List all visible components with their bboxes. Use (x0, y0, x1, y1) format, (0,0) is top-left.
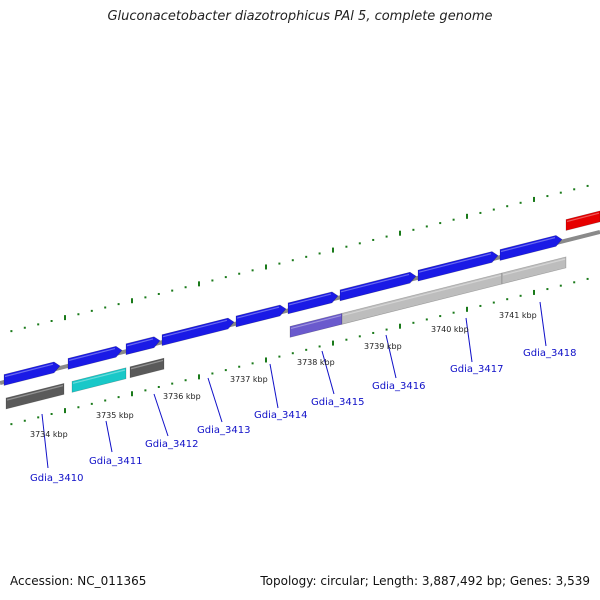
gene-label-gdia-3411[interactable]: Gdia_3411 (89, 456, 142, 467)
upper-dotted-track (10, 184, 589, 333)
gene-arrow (125, 336, 161, 356)
gene-highlight (162, 319, 228, 338)
gene-highlight (566, 212, 600, 223)
gene-highlight (236, 306, 280, 319)
label-leader (153, 393, 169, 437)
label-leader (207, 377, 223, 423)
kbp-tick-label: 3734 kbp (30, 430, 68, 439)
gene-label-gdia-3413[interactable]: Gdia_3413 (197, 425, 250, 436)
kbp-tick-label: 3740 kbp (431, 325, 469, 334)
lower-dotted-track (10, 277, 589, 426)
gene-highlight (288, 293, 332, 306)
label-leader (269, 363, 279, 409)
gene-block (129, 357, 165, 379)
gene-highlight (340, 273, 410, 293)
gene-label-gdia-3410[interactable]: Gdia_3410 (30, 473, 83, 484)
gene-block (565, 210, 600, 231)
gene-highlight (418, 253, 492, 273)
gene-label-gdia-3416[interactable]: Gdia_3416 (372, 381, 425, 392)
label-leader (385, 334, 397, 379)
kbp-tick-label: 3736 kbp (163, 392, 201, 401)
gene-arrow (3, 361, 61, 386)
kbp-tick-label: 3738 kbp (297, 358, 335, 367)
gene-highlight (68, 347, 116, 361)
gene-arrow (287, 291, 339, 315)
gene-highlight (126, 338, 154, 347)
label-leader (465, 317, 473, 363)
kbp-tick-label: 3739 kbp (364, 342, 402, 351)
label-leader-lines (41, 301, 547, 469)
gene-label-gdia-3415[interactable]: Gdia_3415 (311, 397, 364, 408)
gene-highlight (130, 359, 164, 370)
gene-label-gdia-3412[interactable]: Gdia_3412 (145, 439, 198, 450)
map-title: Gluconacetobacter diazotrophicus PAl 5, … (107, 9, 493, 24)
label-leader (41, 413, 49, 469)
gene-label-gdia-3414[interactable]: Gdia_3414 (254, 410, 307, 421)
gene-block (5, 382, 65, 410)
gene-arrow (417, 251, 499, 282)
gene-arrow (67, 345, 123, 370)
gene-block (71, 367, 127, 393)
kbp-tick-label: 3741 kbp (499, 311, 537, 320)
kbp-tick-label: 3737 kbp (230, 375, 268, 384)
label-leader (321, 350, 335, 395)
gene-highlight (4, 363, 54, 378)
gene-highlight (72, 369, 126, 384)
gene-label-gdia-3418[interactable]: Gdia_3418 (523, 348, 576, 359)
gene-highlight (342, 274, 502, 316)
genome-summary-text: Topology: circular; Length: 3,887,492 bp… (260, 574, 590, 588)
gene-highlight (290, 314, 342, 330)
accession-text: Accession: NC_011365 (10, 574, 147, 588)
gene-highlight (6, 385, 64, 401)
gene-arrow (499, 235, 563, 261)
gene-block (501, 256, 567, 285)
gene-arrow (161, 317, 235, 347)
gene-labels: Gdia_3410 Gdia_3411 Gdia_3412 Gdia_3413 … (30, 348, 576, 484)
label-leader (539, 301, 547, 347)
gene-label-gdia-3417[interactable]: Gdia_3417 (450, 364, 503, 375)
kbp-tick-label: 3735 kbp (96, 411, 134, 420)
kbp-tick-labels: 3734 kbp 3735 kbp 3736 kbp 3737 kbp 3738… (30, 311, 537, 439)
gene-arrow (339, 271, 417, 302)
gene-features (3, 210, 600, 410)
gene-highlight (502, 258, 566, 276)
label-leader (105, 420, 113, 453)
gene-highlight (500, 237, 556, 253)
gene-arrow (235, 304, 287, 328)
